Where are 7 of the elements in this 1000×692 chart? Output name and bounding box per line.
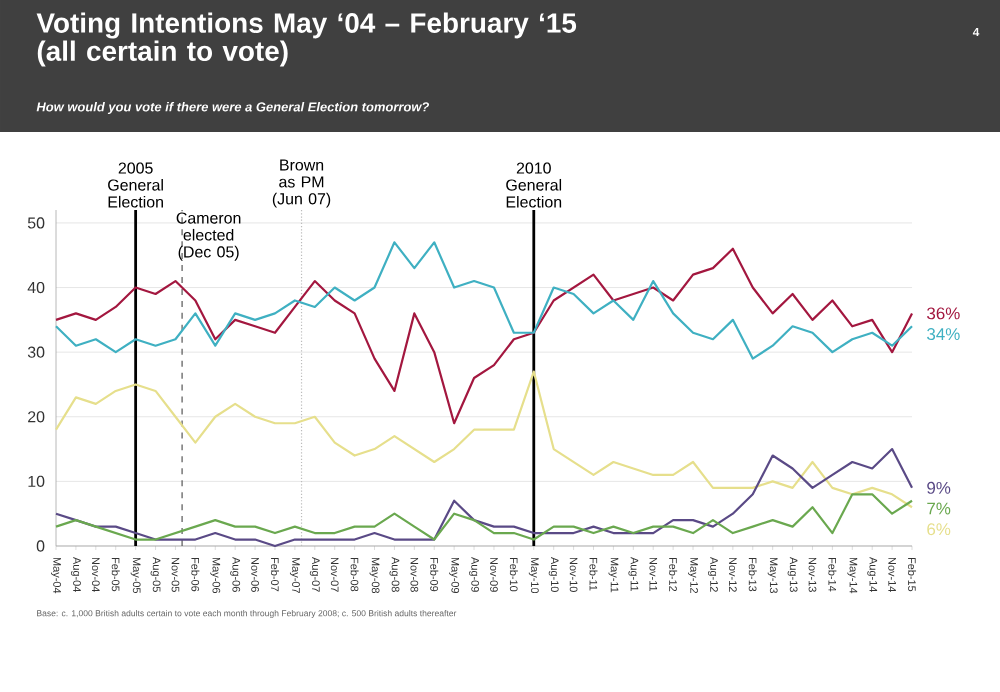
data-label: 34% [927, 328, 960, 341]
data-label: 36% [927, 307, 960, 320]
data-label: 6% [927, 523, 951, 536]
chart-title: Voting Intentions May ‘04 – February ‘15 (all certain to vote) [36, 12, 577, 67]
data-label: 9% [927, 481, 951, 494]
line-series [54, 241, 914, 360]
data-label: 7% [927, 502, 951, 515]
